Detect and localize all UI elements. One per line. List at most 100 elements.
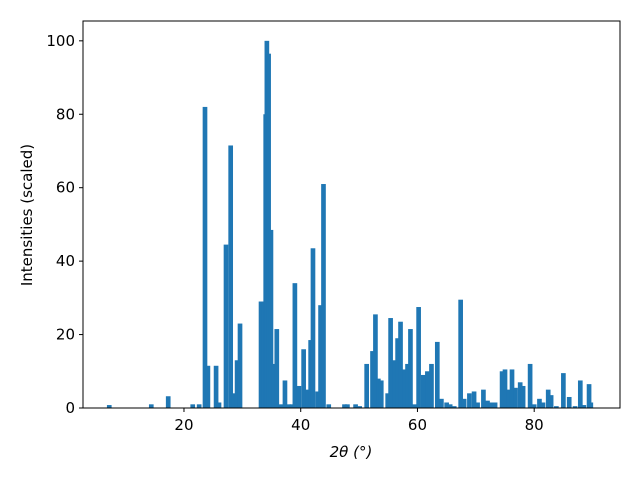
bar	[509, 369, 515, 408]
bar	[196, 404, 202, 408]
bar	[588, 402, 594, 408]
bar	[458, 299, 463, 408]
bar	[412, 404, 417, 408]
x-axis-label: 2θ (°)	[330, 443, 373, 461]
bar	[318, 305, 323, 408]
bar	[402, 369, 407, 408]
bar	[274, 329, 280, 408]
y-tick-label: 60	[56, 179, 75, 197]
bar	[392, 360, 398, 408]
bar	[305, 389, 311, 408]
y-tick-label: 100	[46, 32, 75, 50]
bar	[506, 389, 511, 408]
bar	[444, 402, 449, 408]
bar	[577, 380, 583, 408]
bar	[537, 398, 542, 408]
bar	[296, 385, 302, 408]
bar	[148, 404, 154, 408]
bar	[165, 396, 171, 408]
bar	[286, 404, 291, 408]
bar	[213, 365, 219, 408]
bar	[548, 395, 554, 408]
bar	[481, 389, 486, 408]
bar	[540, 402, 546, 408]
bar	[278, 404, 284, 408]
bar	[425, 371, 430, 408]
bar	[429, 363, 434, 408]
bar	[561, 373, 566, 408]
x-tick-label: 20	[174, 416, 193, 434]
bar	[216, 402, 222, 408]
bar	[485, 400, 490, 408]
bar	[388, 318, 393, 408]
bar	[231, 393, 236, 408]
bar	[353, 404, 358, 408]
bar	[395, 338, 400, 408]
bar	[292, 283, 298, 408]
bar	[586, 384, 592, 408]
bar	[420, 374, 426, 408]
bar	[447, 404, 453, 408]
bar	[513, 387, 518, 408]
bar	[282, 380, 288, 408]
bar	[357, 406, 363, 408]
bar	[202, 106, 208, 409]
bar	[572, 406, 578, 408]
bar	[106, 405, 112, 408]
bar	[289, 404, 295, 408]
bar	[451, 406, 457, 408]
bar	[342, 404, 347, 408]
bar	[475, 402, 480, 408]
bar	[531, 404, 537, 408]
bar	[467, 393, 472, 408]
bar	[315, 391, 320, 408]
bar	[502, 369, 508, 408]
bar	[301, 349, 306, 408]
y-axis-label: Intensities (scaled)	[18, 144, 36, 286]
bar	[439, 398, 444, 408]
bar	[488, 402, 494, 408]
y-tick-label: 80	[56, 105, 75, 123]
bar	[492, 402, 498, 408]
bar	[373, 314, 378, 408]
bar	[520, 385, 526, 408]
bar	[271, 363, 277, 408]
bar	[517, 382, 523, 408]
y-tick-label: 20	[56, 326, 75, 344]
bar	[345, 404, 350, 408]
bar	[326, 404, 332, 408]
bar	[234, 360, 240, 408]
bar	[376, 378, 381, 408]
bar	[378, 380, 384, 408]
bar	[310, 248, 316, 408]
x-tick-label: 80	[525, 416, 544, 434]
bar	[268, 229, 274, 408]
bar	[461, 398, 467, 408]
plot-frame	[82, 20, 621, 409]
bar	[408, 329, 413, 408]
bar	[258, 301, 264, 408]
bar	[405, 363, 410, 408]
bar	[321, 184, 326, 408]
bar	[385, 393, 391, 408]
bar	[364, 363, 370, 408]
bar	[471, 391, 477, 408]
bar	[370, 351, 375, 408]
bar	[228, 145, 234, 408]
y-tick-label: 40	[56, 252, 75, 270]
bar	[190, 404, 196, 408]
bar	[527, 363, 533, 408]
bar	[434, 341, 440, 408]
bar	[566, 396, 572, 408]
x-tick-label: 40	[291, 416, 310, 434]
bar	[581, 405, 587, 408]
bar	[545, 389, 551, 408]
bar	[398, 321, 403, 408]
bar	[237, 323, 243, 408]
bar	[554, 406, 559, 408]
bar	[223, 244, 229, 408]
bar	[205, 365, 211, 408]
x-tick-label: 60	[408, 416, 427, 434]
y-tick-label: 0	[65, 399, 75, 417]
